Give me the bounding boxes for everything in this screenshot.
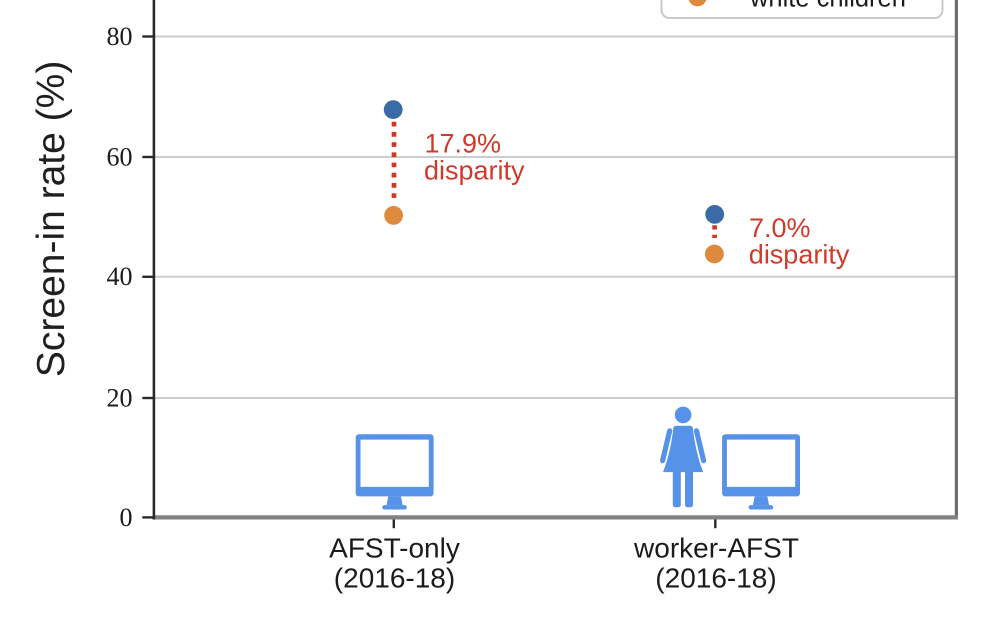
svg-text:disparity: disparity [424, 156, 525, 186]
svg-text:AFST-only: AFST-only [329, 532, 460, 563]
svg-text:17.9%: 17.9% [425, 128, 502, 158]
svg-text:7.0%: 7.0% [749, 213, 811, 243]
svg-text:20: 20 [107, 383, 133, 412]
svg-text:disparity: disparity [749, 240, 850, 270]
svg-text:Screen-in rate (%): Screen-in rate (%) [30, 61, 73, 377]
svg-text:60: 60 [107, 142, 133, 171]
svg-text:worker-AFST: worker-AFST [633, 532, 799, 563]
svg-text:(2016-18): (2016-18) [334, 563, 455, 594]
svg-text:0: 0 [120, 503, 133, 532]
svg-text:80: 80 [107, 22, 133, 51]
svg-text:(2016-18): (2016-18) [655, 563, 776, 594]
svg-text:white children: white children [749, 0, 906, 13]
svg-text:40: 40 [107, 262, 133, 291]
